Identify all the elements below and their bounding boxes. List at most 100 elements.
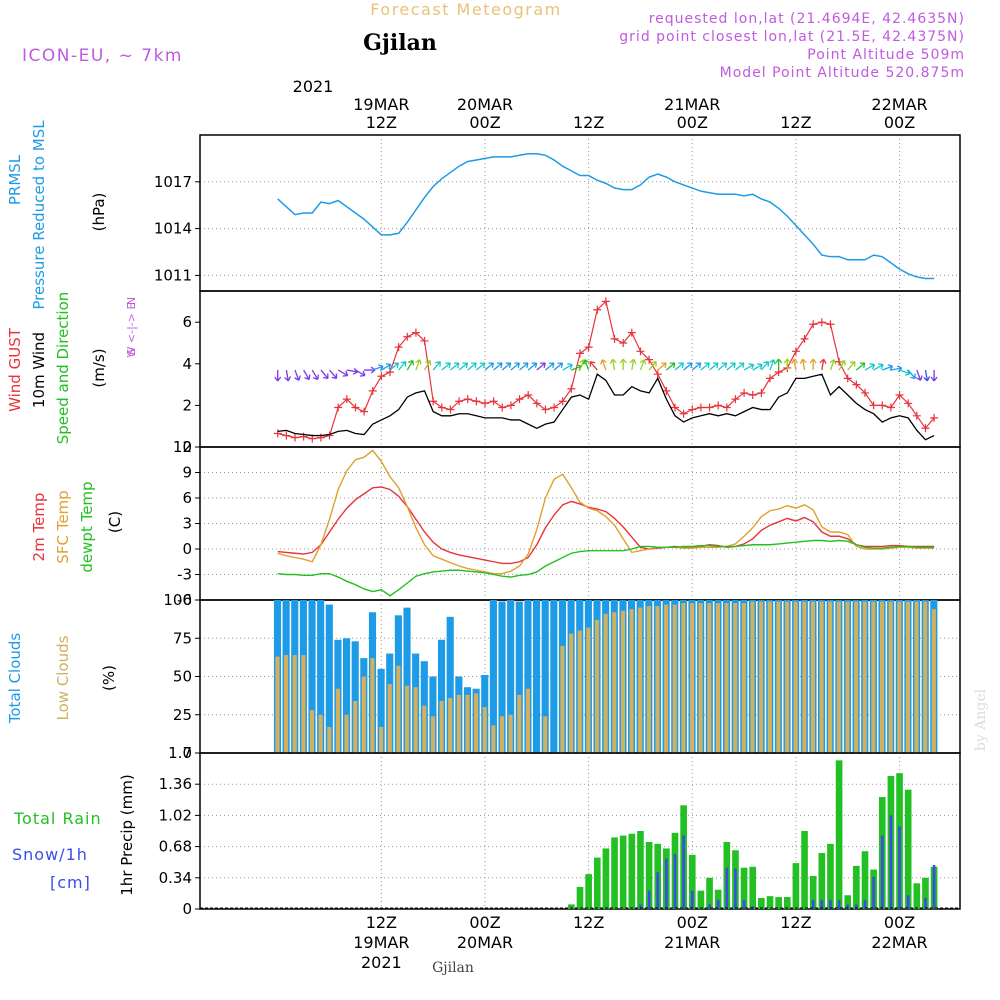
y-tick-label: 1017 [154,173,192,191]
rain-bar [783,897,791,909]
wind-direction-arrow [639,359,647,371]
low-cloud-bar [862,601,867,753]
snow-bar [708,904,711,909]
gust-marker [515,395,524,404]
wind-direction-arrow [423,359,432,371]
wind-direction-arrow [372,364,384,371]
total-cloud-bar [438,639,446,753]
gust-marker [282,431,291,440]
low-cloud-bar [318,714,323,753]
y-tick-label: 1.02 [159,806,192,824]
low-cloud-bar [439,700,444,753]
total-cloud-bar [498,601,506,753]
wind-direction-arrow [783,358,791,371]
temp-2m-line [277,486,935,565]
gust-marker [904,399,913,408]
gust-marker [757,388,766,397]
wind-direction-arrow [665,362,676,371]
product-title: Forecast Meteogram [370,0,561,19]
low-cloud-bar [646,606,651,753]
total-cloud-bar [317,600,325,753]
snow-bar [811,899,815,909]
wind-unit: (m/s) [90,348,108,387]
low-cloud-bar [784,601,790,753]
wind-direction-arrow [582,359,590,371]
gust-marker [498,403,507,412]
wind-direction-arrow [311,369,320,381]
y-tick-label: 100 [163,591,192,609]
gust-marker [472,397,481,406]
low-cloud-bar [456,694,461,753]
wind-direction-arrow [674,362,685,371]
wind-direction-arrow [629,358,637,371]
top-date-label: 20MAR [457,95,513,114]
gust-marker [766,374,774,383]
gust-marker [679,409,688,418]
wind-direction-arrow [545,362,555,371]
low-cloud-bar [525,688,530,753]
y-tick-label: 0 [182,744,192,762]
temp-unit: (C) [106,511,124,533]
wind-direction-arrow [484,362,495,371]
y-tick-label: 0.34 [159,869,192,887]
gust-marker [489,397,498,406]
low-cloud-bar [379,726,384,753]
low-cloud-bar [759,601,764,753]
top-hour-label: 12Z [573,113,604,132]
rain-bar [853,865,860,909]
low-cloud-bar [344,714,349,753]
wind-direction-arrow [600,359,607,371]
y-tick-label: 2 [182,396,192,414]
low-cloud-bar [353,700,358,753]
snow-bar [880,835,884,909]
total-cloud-bar [533,600,541,753]
wind-direction-arrow [691,362,702,371]
gust-marker [584,343,593,352]
low-cloud-bar [594,619,600,753]
low-cloud-bar [612,612,617,753]
bottom-hour-label: 00Z [677,913,708,932]
wind-direction-arrow [648,360,657,371]
gust-marker [869,401,878,410]
y-tick-label: 1014 [154,220,192,238]
rain-bar [602,848,610,909]
gust-marker [800,334,809,343]
requested-point: requested lon,lat (21.4694E, 42.4635N) [649,11,965,27]
wind-direction-arrow [381,363,392,371]
y-tick-label: 3 [182,515,192,533]
snow-bar [846,904,850,909]
rain-bar [628,833,636,909]
y-tick-label: 9 [182,464,192,482]
low-cloud-bar [836,601,841,753]
y-tick-label: 1.7 [168,744,192,762]
rain-bar [801,831,808,909]
wind-direction-arrow [829,359,837,371]
low-clouds-label: Low Clouds [54,635,72,720]
wind-panel: Wind GUST 10m Wind Speed and Direction (… [6,290,961,456]
wind-direction-arrow [873,363,884,371]
low-cloud-bar [776,601,781,753]
total-cloud-bar [550,600,558,753]
low-cloud-bar [828,601,833,753]
low-cloud-bar [301,655,306,753]
gust-marker [403,332,412,341]
top-hour-label: 00Z [884,113,915,132]
rain-bar [697,890,705,909]
gust-marker [912,411,921,420]
y-tick-label: 4 [182,355,192,373]
gust-marker [420,336,429,345]
top-hour-label: 00Z [469,113,500,132]
top-hour-label: 00Z [677,113,708,132]
gust-marker [843,374,852,383]
rain-bar [688,854,696,909]
rain-bar [775,897,782,909]
low-cloud-bar [284,655,289,753]
gust-marker [826,320,835,329]
rain-bar [818,853,826,909]
low-cloud-bar [767,601,772,753]
location-title: Gjilan [363,30,437,56]
wind-direction-arrow [809,358,817,371]
low-cloud-bar [413,687,418,753]
gust-marker [360,407,369,416]
wind-direction-arrow [329,369,338,380]
